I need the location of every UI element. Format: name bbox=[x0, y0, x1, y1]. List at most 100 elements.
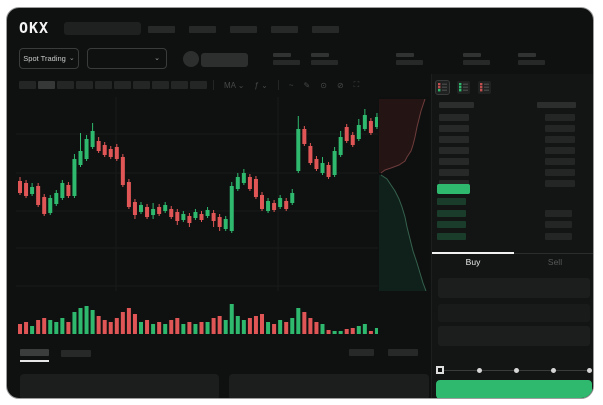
screenshot-icon[interactable]: ⊙ bbox=[320, 80, 327, 90]
buy-tab[interactable]: Buy bbox=[465, 257, 481, 267]
line-style-icon[interactable]: ~ bbox=[288, 80, 294, 90]
candlestick-chart[interactable] bbox=[16, 97, 378, 291]
ask-rows bbox=[432, 114, 593, 191]
bid-row[interactable] bbox=[432, 198, 593, 205]
sell-tab[interactable]: Sell bbox=[547, 257, 563, 267]
bottom-tab-active[interactable] bbox=[20, 349, 49, 356]
interval-button[interactable] bbox=[114, 81, 131, 89]
ask-amount-placeholder bbox=[545, 169, 575, 176]
depth-chart bbox=[379, 97, 429, 291]
divider bbox=[213, 80, 214, 90]
chevron-down-icon: ⌄ bbox=[68, 55, 75, 62]
slider-step-dot[interactable] bbox=[514, 368, 519, 373]
bid-amount-placeholder bbox=[545, 221, 572, 228]
order-book-panel: Buy Sell bbox=[431, 74, 593, 398]
ticker-stat bbox=[311, 53, 338, 65]
ask-amount-placeholder bbox=[545, 125, 575, 132]
ask-amount-placeholder bbox=[545, 147, 575, 154]
bid-row[interactable] bbox=[432, 232, 593, 240]
slider-step-dot[interactable] bbox=[477, 368, 482, 373]
book-view-bids-icon[interactable] bbox=[457, 81, 470, 94]
bid-rows bbox=[432, 198, 593, 244]
divider bbox=[277, 80, 279, 90]
nav-item[interactable] bbox=[148, 26, 175, 33]
bid-amount-placeholder bbox=[545, 232, 572, 240]
ticker-stat bbox=[463, 53, 490, 65]
settings-icon[interactable]: ⊘ bbox=[336, 80, 344, 90]
interval-button[interactable] bbox=[152, 81, 169, 89]
ask-price-placeholder bbox=[439, 169, 469, 176]
ask-row[interactable] bbox=[432, 136, 593, 143]
interval-button[interactable] bbox=[95, 81, 112, 89]
ask-price-placeholder bbox=[439, 114, 469, 121]
bid-price-placeholder bbox=[437, 221, 466, 228]
ask-row[interactable] bbox=[432, 125, 593, 132]
order-book-view-switcher bbox=[435, 80, 491, 95]
pair-selector[interactable]: ⌄ bbox=[87, 48, 167, 69]
fx-indicator-icon[interactable]: ƒ ⌄ bbox=[254, 80, 268, 90]
nav-item[interactable] bbox=[189, 26, 216, 33]
interval-button[interactable] bbox=[76, 81, 93, 89]
bid-price-placeholder bbox=[437, 232, 466, 240]
buy-submit-button[interactable] bbox=[436, 380, 592, 398]
bid-price-placeholder bbox=[437, 198, 466, 205]
bid-row[interactable] bbox=[432, 209, 593, 217]
interval-button[interactable] bbox=[19, 81, 36, 89]
bottom-action-placeholder[interactable] bbox=[388, 349, 418, 356]
ticker-stat bbox=[273, 53, 300, 65]
slider-handle[interactable] bbox=[436, 366, 444, 374]
order-book-header bbox=[432, 102, 593, 108]
slider-step-dot[interactable] bbox=[587, 368, 592, 373]
fullscreen-icon[interactable]: ⛶ bbox=[353, 80, 360, 89]
order-side-tabs: Buy Sell bbox=[432, 257, 593, 267]
ask-price-placeholder bbox=[439, 158, 469, 165]
bottom-tab-underline bbox=[20, 360, 49, 362]
ticker-stat bbox=[396, 53, 423, 65]
interval-button[interactable] bbox=[171, 81, 188, 89]
market-type-label: Spot Trading bbox=[23, 54, 66, 63]
nav-item[interactable] bbox=[271, 26, 298, 33]
bottom-action-placeholder[interactable] bbox=[349, 349, 374, 356]
ask-row[interactable] bbox=[432, 114, 593, 121]
amount-input[interactable] bbox=[438, 304, 590, 322]
book-view-combined-icon[interactable] bbox=[435, 80, 450, 95]
bottom-tab[interactable] bbox=[61, 350, 91, 357]
draw-icon[interactable]: ✎ bbox=[303, 80, 311, 90]
total-input[interactable] bbox=[438, 326, 590, 346]
nav-item[interactable] bbox=[312, 26, 339, 33]
ask-row[interactable] bbox=[432, 158, 593, 165]
bid-amount-placeholder bbox=[545, 209, 572, 217]
bid-price-placeholder bbox=[437, 209, 466, 217]
search-input[interactable] bbox=[64, 22, 141, 35]
ask-row[interactable] bbox=[432, 169, 593, 176]
ma-indicator-icon[interactable]: MA ⌄ bbox=[224, 80, 245, 90]
slider-step-dot[interactable] bbox=[551, 368, 556, 373]
ask-row[interactable] bbox=[432, 147, 593, 154]
last-price-badge[interactable] bbox=[437, 184, 470, 194]
interval-button[interactable] bbox=[57, 81, 74, 89]
spacer bbox=[545, 198, 572, 205]
book-view-asks-icon[interactable] bbox=[478, 81, 491, 94]
interval-button[interactable] bbox=[133, 81, 150, 89]
interval-button[interactable] bbox=[190, 81, 207, 89]
chart-toolbar: MA ⌄ ƒ ⌄ ~ ✎ ⊙ ⊘ ⛶ bbox=[19, 79, 363, 91]
bid-row[interactable] bbox=[432, 221, 593, 228]
ask-price-placeholder bbox=[439, 125, 469, 132]
buy-tab-indicator bbox=[432, 252, 514, 254]
price-input[interactable] bbox=[438, 278, 590, 298]
nav-item[interactable] bbox=[230, 26, 257, 33]
orders-panel bbox=[20, 374, 219, 398]
pair-logo-icon[interactable] bbox=[183, 51, 199, 67]
ask-price-placeholder bbox=[439, 147, 469, 154]
okx-logo[interactable]: OKX bbox=[19, 19, 50, 37]
nav-menu bbox=[148, 26, 339, 33]
volume-bars bbox=[18, 304, 378, 334]
market-type-selector[interactable]: Spot Trading ⌄ bbox=[19, 48, 79, 69]
pair-name-placeholder bbox=[201, 53, 248, 67]
ask-price-placeholder bbox=[439, 136, 469, 143]
interval-button[interactable] bbox=[38, 81, 55, 89]
ask-row[interactable] bbox=[432, 180, 593, 187]
orders-panel bbox=[229, 374, 429, 398]
ask-amount-placeholder bbox=[545, 158, 575, 165]
ticker-stat bbox=[518, 53, 545, 65]
